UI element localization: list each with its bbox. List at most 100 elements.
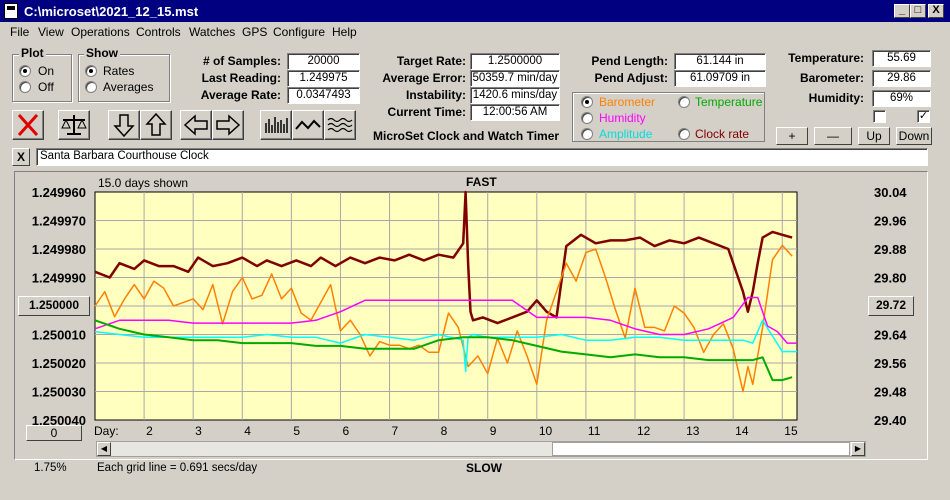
wave-icon: [327, 117, 353, 133]
legend-humidity-radio[interactable]: [581, 112, 593, 124]
x-tick-label: 11: [588, 424, 601, 438]
current-time-value: 12:00:56 AM: [470, 104, 560, 121]
menu-configure[interactable]: Configure: [273, 25, 326, 39]
x-axis-ticks: 2 3 4 5 6 7 8 9 10 11 12 13 14 15: [146, 424, 798, 438]
x-tick-label: 2: [146, 424, 153, 438]
menu-watches[interactable]: Watches: [189, 25, 236, 39]
pend-length-label: Pend Length:: [591, 54, 668, 68]
right-tick-label: 29.40: [874, 413, 907, 428]
scroll-up-button[interactable]: Up: [858, 127, 890, 145]
series-humidity: [94, 296, 797, 344]
close-button[interactable]: X: [928, 4, 944, 18]
arrow-right-icon: [216, 114, 241, 136]
menu-gps[interactable]: GPS: [242, 25, 268, 39]
arrow-left-icon: [183, 114, 208, 136]
current-time-label: Current Time:: [387, 105, 466, 119]
legend-amplitude-radio[interactable]: [581, 128, 593, 140]
arrow-up-icon: [145, 112, 167, 136]
balance-button[interactable]: [58, 110, 90, 140]
average-rate-label: Average Rate:: [200, 88, 281, 102]
target-rate-value: 1.2500000: [470, 53, 560, 70]
legend-barometer-label: Barometer: [599, 95, 656, 109]
line-view-button[interactable]: [292, 110, 324, 140]
x-tick-label: 10: [539, 424, 553, 438]
legend-temperature-label: Temperature: [695, 95, 763, 109]
option-checkbox-2[interactable]: ✓: [917, 110, 930, 123]
humidity-label: Humidity:: [808, 91, 864, 105]
plot-on-label: On: [38, 64, 55, 78]
pend-length-value: 61.144 in: [674, 53, 766, 70]
average-rate-value: 0.0347493: [287, 87, 360, 104]
x-tick-label: 15: [784, 424, 798, 438]
humidity-value: 69%: [872, 90, 931, 107]
clear-data-button[interactable]: [12, 110, 44, 140]
right-tick-label: 29.96: [874, 214, 907, 229]
samples-value: 20000: [287, 53, 360, 70]
bar-view-button[interactable]: [260, 110, 292, 140]
arrow-left-button[interactable]: [180, 110, 212, 140]
slow-label: SLOW: [466, 461, 502, 475]
average-error-value: 50359.7 min/day: [470, 70, 560, 87]
left-axis-ticks: 1.249960 1.249970 1.249980 1.249990 1.250010…: [32, 185, 86, 428]
plot-on-radio[interactable]: [19, 65, 31, 77]
title-bar: C:\microset\2021_12_15.mst _ □ X: [0, 0, 950, 22]
clear-name-button[interactable]: X: [12, 148, 30, 166]
arrow-down-button[interactable]: [108, 110, 140, 140]
x-tick-label: 7: [392, 424, 399, 438]
instability-label: Instability:: [405, 88, 466, 102]
samples-label: # of Samples:: [202, 54, 281, 68]
right-tick-label: 29.48: [874, 385, 907, 400]
left-scale-button[interactable]: 1.250000: [18, 296, 90, 316]
scroll-right-arrow[interactable]: ▶: [851, 442, 865, 456]
legend-temperature-radio[interactable]: [678, 96, 690, 108]
maximize-button[interactable]: □: [910, 4, 926, 18]
menu-view[interactable]: View: [38, 25, 64, 39]
scale-icon: [61, 115, 87, 135]
scroll-down-button[interactable]: Down: [896, 127, 932, 145]
right-scale-button[interactable]: 29.72: [868, 296, 914, 316]
pend-adjust-label: Pend Adjust:: [594, 71, 668, 85]
show-rates-radio[interactable]: [85, 65, 97, 77]
clock-name-field[interactable]: Santa Barbara Courthouse Clock: [36, 148, 928, 166]
x-tick-label: 3: [195, 424, 202, 438]
plot-frame: [14, 171, 928, 460]
arrow-right-button[interactable]: [212, 110, 244, 140]
days-shown-label: 15.0 days shown: [98, 176, 189, 190]
x-tick-label: 9: [490, 424, 497, 438]
red-x-icon: [17, 113, 39, 137]
show-averages-radio[interactable]: [85, 81, 97, 93]
average-error-label: Average Error:: [382, 71, 466, 85]
menu-operations[interactable]: Operations: [71, 25, 130, 39]
legend-barometer-radio[interactable]: [581, 96, 593, 108]
x-tick-label: 5: [293, 424, 300, 438]
scale-minus-button[interactable]: —: [814, 127, 852, 145]
menu-help[interactable]: Help: [332, 25, 357, 39]
app-icon: [4, 3, 18, 19]
option-checkbox-1[interactable]: [873, 110, 886, 123]
temperature-label: Temperature:: [788, 51, 864, 65]
scale-plus-button[interactable]: +: [776, 127, 808, 145]
wave-view-button[interactable]: [324, 110, 356, 140]
scroll-left-arrow[interactable]: ◀: [97, 442, 111, 456]
menu-controls[interactable]: Controls: [136, 25, 181, 39]
scroll-thumb[interactable]: [552, 442, 850, 456]
minimize-button[interactable]: _: [894, 4, 910, 18]
plot-off-radio[interactable]: [19, 81, 31, 93]
arrow-down-icon: [113, 114, 135, 138]
offset-button[interactable]: 0: [26, 425, 82, 441]
last-reading-value: 1.249975: [287, 70, 360, 87]
day-axis-label: Day:: [94, 424, 119, 438]
menu-bar: File View Operations Controls Watches GP…: [0, 22, 950, 42]
bars-icon: [265, 117, 288, 133]
menu-file[interactable]: File: [10, 25, 30, 39]
x-tick-label: 6: [342, 424, 349, 438]
legend-clock-rate-radio[interactable]: [678, 128, 690, 140]
left-tick-label: 1.250020: [32, 356, 86, 371]
arrow-up-button[interactable]: [140, 110, 172, 140]
right-tick-label: 29.80: [874, 271, 907, 286]
legend-clock-rate-label: Clock rate: [695, 127, 750, 141]
temperature-value: 55.69: [872, 50, 931, 67]
target-rate-label: Target Rate:: [396, 54, 466, 68]
legend-box: [572, 92, 765, 142]
